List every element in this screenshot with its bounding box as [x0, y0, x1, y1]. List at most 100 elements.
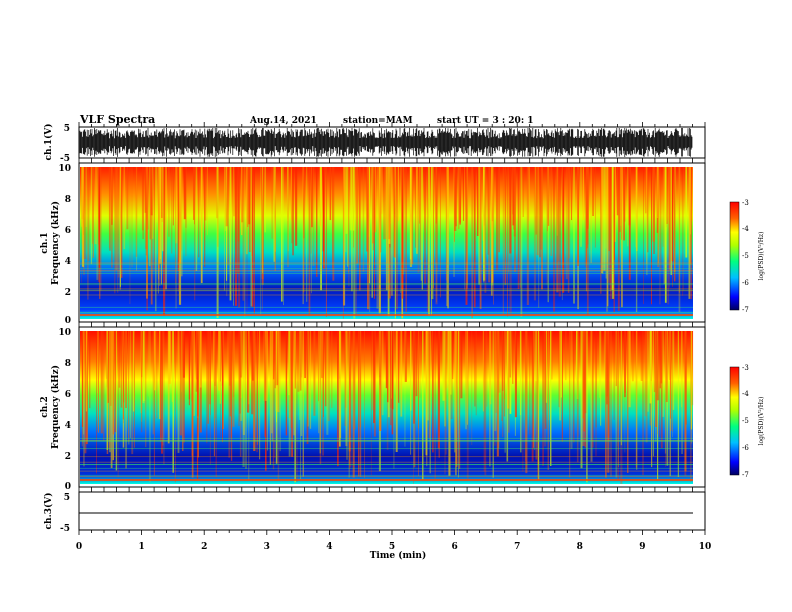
- spectrogram-streak: [647, 167, 649, 253]
- spectrogram-streak: [242, 167, 245, 301]
- spectrogram-streak: [193, 167, 195, 220]
- spectrogram-streak: [424, 167, 426, 284]
- spectrogram-streak: [106, 331, 109, 450]
- spectrogram-streak: [219, 331, 221, 404]
- spectrogram-streak: [391, 167, 393, 296]
- spectrogram-streak: [260, 167, 262, 315]
- spectrogram-streak: [161, 167, 162, 285]
- spectrogram-streak: [533, 167, 536, 301]
- spectrogram-streak: [141, 331, 142, 422]
- spectrogram-streak: [486, 331, 488, 407]
- spectrogram-streak: [479, 167, 482, 309]
- spectrogram-streak: [178, 167, 182, 305]
- spectrogram-streak: [233, 331, 235, 393]
- spectrogram-streak: [543, 331, 545, 424]
- cb2-tick-m4: -4: [742, 390, 749, 398]
- spectrogram-streak: [529, 331, 531, 435]
- spectrogram-streak: [259, 331, 261, 460]
- spectrogram-streak: [321, 331, 324, 378]
- spectrogram-streak: [445, 167, 447, 281]
- spectrogram-streak: [565, 167, 568, 280]
- spectrogram-streak: [349, 167, 352, 231]
- spectrogram-line: [80, 306, 693, 308]
- spectrogram-streak: [364, 331, 365, 479]
- spectrogram-streak: [623, 167, 625, 241]
- spectrogram-line: [80, 456, 693, 458]
- spectrogram-streak: [631, 331, 634, 382]
- spectrogram-streak: [264, 167, 266, 233]
- spectrogram-streak: [442, 331, 445, 401]
- spectrogram-streak: [615, 331, 617, 387]
- spectrogram-streak: [502, 167, 504, 315]
- spectrogram-streak: [528, 167, 530, 222]
- spectrogram-streak: [607, 167, 609, 307]
- spectrogram-streak: [455, 331, 458, 467]
- spectrogram-streak: [141, 167, 144, 231]
- spectrogram-streak: [131, 167, 133, 268]
- spectrogram-streak: [681, 331, 682, 408]
- spectrogram-streak: [502, 331, 504, 391]
- spectrogram-streak: [501, 331, 504, 437]
- spectrogram-streak: [240, 331, 243, 378]
- spectrogram-streak: [536, 167, 539, 256]
- spectrogram-streak: [297, 331, 300, 392]
- spectrogram-streak: [570, 331, 573, 449]
- spectrogram-streak: [97, 331, 99, 433]
- spectrogram-streak: [355, 167, 357, 314]
- spectrogram-streak: [379, 331, 382, 431]
- spectrogram-streak: [292, 167, 294, 256]
- spectrogram-streak: [435, 167, 438, 305]
- spectrogram-streak: [323, 167, 325, 270]
- spectrogram-streak: [583, 331, 585, 432]
- spectrogram-streak: [514, 167, 516, 272]
- spectrogram-streak: [273, 331, 275, 380]
- spectrogram-streak: [128, 331, 130, 445]
- spectrogram-streak: [663, 167, 666, 285]
- spectrogram-streak: [242, 331, 245, 435]
- spectrogram-streak: [216, 167, 219, 318]
- x-axis: 0 1 2 3 4 5 6 7 8 9 10 Time (min): [76, 542, 711, 561]
- spectrogram-streak: [556, 167, 558, 236]
- spectrogram-streak: [429, 331, 431, 474]
- spectrogram-streak: [373, 331, 376, 437]
- spectrogram-streak: [464, 167, 465, 290]
- spectrogram-streak: [345, 331, 348, 447]
- spectrogram-streak: [224, 167, 227, 231]
- spectrogram-streak: [436, 167, 438, 272]
- cb1-label: log(PSD)(V²/Hz): [758, 232, 765, 281]
- spec2-ytick-4: 4: [65, 421, 71, 431]
- spectrogram-streak: [665, 167, 667, 289]
- spectrogram-streak: [576, 331, 578, 382]
- spectrogram-streak: [153, 331, 156, 391]
- spectrogram-streak: [274, 331, 276, 458]
- spectrogram-streak: [433, 167, 434, 289]
- spectrogram-streak: [427, 331, 430, 421]
- spectrogram-streak: [188, 331, 190, 406]
- spectrogram-line: [80, 268, 693, 270]
- spectrogram-streak: [241, 167, 244, 223]
- spectrogram-streak: [465, 331, 467, 430]
- spectrogram-streak: [561, 331, 563, 442]
- spectrogram-streak: [465, 331, 467, 424]
- spectrogram-streak: [160, 331, 161, 440]
- xtick-label-9: 9: [639, 542, 645, 552]
- spectrogram-line: [80, 464, 693, 466]
- spectrogram-streak: [147, 331, 149, 397]
- spectrogram-streak: [295, 167, 298, 246]
- spectrogram-streak: [577, 167, 579, 266]
- spectrogram-streak: [367, 167, 370, 310]
- spectrogram-streak: [550, 331, 552, 466]
- spectrogram-streak: [440, 167, 441, 298]
- spectrogram-streak: [204, 167, 207, 221]
- date-label: Aug.14, 2021: [249, 116, 317, 126]
- spectrogram-streak: [287, 167, 289, 221]
- spectrogram-streak: [677, 331, 679, 477]
- spectrogram-streak: [285, 331, 288, 436]
- spectrogram-lowband: [80, 314, 693, 316]
- spec1-ytick-10: 10: [58, 164, 71, 174]
- spectrogram-streak: [512, 167, 514, 215]
- spectrogram-streak: [594, 167, 596, 248]
- spectrogram-streak: [149, 167, 152, 240]
- spectrogram-streak: [247, 331, 250, 413]
- spectrogram-streak: [410, 331, 412, 455]
